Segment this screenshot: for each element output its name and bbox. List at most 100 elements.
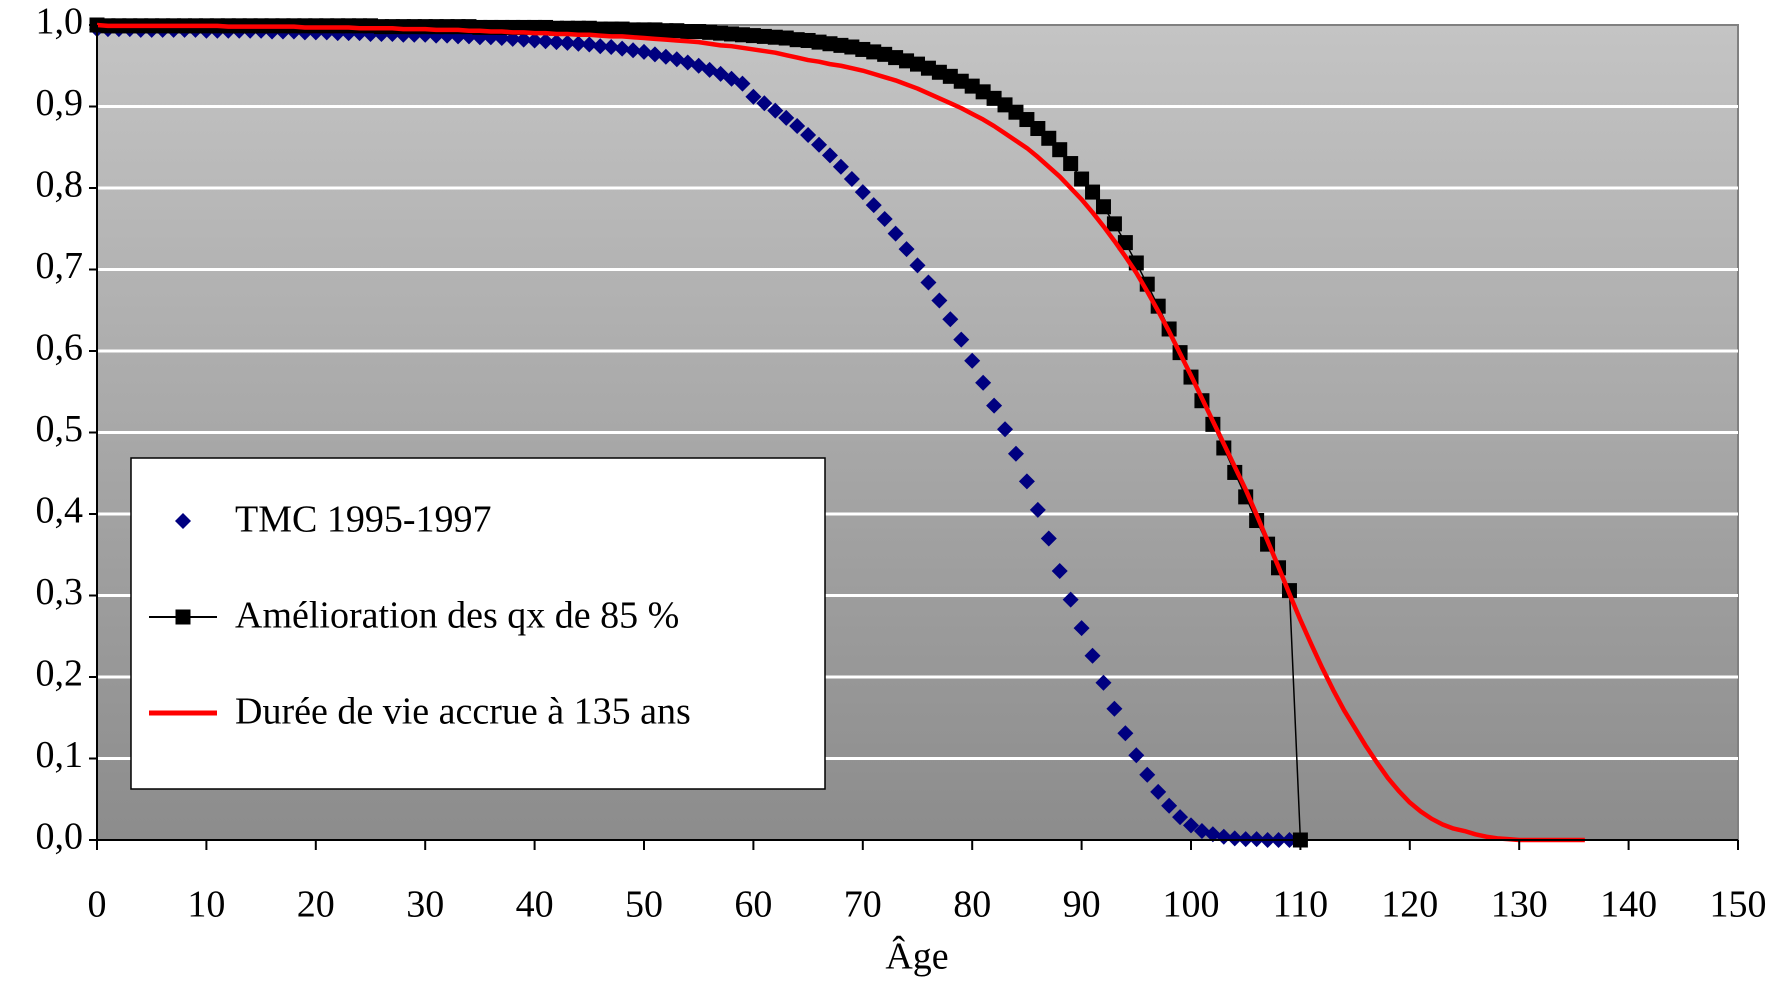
series-line xyxy=(96,22,1585,843)
diamond-marker xyxy=(636,43,652,60)
diamond-marker xyxy=(789,118,806,135)
diamond-marker xyxy=(646,46,663,63)
y-tick-label: 0,6 xyxy=(36,327,84,369)
diamond-marker xyxy=(953,331,970,348)
x-tick-label: 20 xyxy=(297,884,335,926)
x-tick-label: 130 xyxy=(1491,884,1548,926)
x-tick-label: 140 xyxy=(1600,884,1657,926)
diamond-marker xyxy=(581,36,598,53)
y-tick-label: 1,0 xyxy=(36,1,84,43)
x-tick-label: 0 xyxy=(88,884,107,926)
square-marker xyxy=(1106,216,1122,232)
diamond-marker xyxy=(975,374,992,391)
diamond-marker xyxy=(1062,591,1079,608)
square-marker xyxy=(1117,235,1133,251)
y-tick-label: 0,5 xyxy=(36,408,84,450)
square-marker xyxy=(1041,130,1057,146)
diamond-marker xyxy=(745,88,762,105)
diamond-marker xyxy=(175,513,191,529)
diamond-marker xyxy=(865,197,882,214)
diamond-marker xyxy=(1084,647,1101,664)
diamond-marker xyxy=(887,225,904,242)
diamond-marker xyxy=(570,35,587,52)
diamond-marker xyxy=(1040,530,1057,547)
diamond-marker xyxy=(1183,817,1199,834)
x-tick-label: 90 xyxy=(1063,884,1101,926)
diamond-marker xyxy=(931,292,948,309)
diamond-marker xyxy=(614,40,631,57)
diamond-marker xyxy=(537,33,554,50)
diamond-marker xyxy=(1150,783,1167,800)
diamond-marker xyxy=(964,352,981,369)
x-tick-label: 110 xyxy=(1273,884,1329,926)
x-tick-label: 60 xyxy=(734,884,772,926)
x-tick-label: 40 xyxy=(516,884,554,926)
diamond-marker xyxy=(821,147,838,164)
diamond-marker xyxy=(898,241,915,258)
square-marker xyxy=(1074,171,1090,187)
diamond-marker xyxy=(1226,830,1243,847)
diamond-marker xyxy=(515,31,532,48)
diamond-marker xyxy=(734,75,751,92)
diamond-marker xyxy=(471,29,488,46)
x-tick-label: 120 xyxy=(1381,884,1438,926)
diamond-marker xyxy=(428,27,445,44)
diamond-marker xyxy=(1139,766,1156,783)
diamond-marker xyxy=(526,32,543,49)
y-tick-label: 0,8 xyxy=(36,164,84,206)
x-tick-label: 10 xyxy=(187,884,225,926)
diamond-marker xyxy=(1128,747,1145,764)
square-marker xyxy=(1052,142,1068,158)
diamond-marker xyxy=(909,257,926,274)
diamond-marker xyxy=(1172,809,1189,826)
diamond-marker xyxy=(756,95,773,112)
diamond-marker xyxy=(854,184,871,201)
diamond-marker xyxy=(1073,620,1090,637)
diamond-marker xyxy=(1204,826,1221,843)
diamond-marker xyxy=(668,51,685,68)
diamond-marker xyxy=(843,171,860,188)
diamond-marker xyxy=(625,42,642,59)
square-marker xyxy=(1095,199,1111,215)
x-tick-label: 150 xyxy=(1710,884,1767,926)
x-tick-label: 50 xyxy=(625,884,663,926)
diamond-marker xyxy=(920,274,937,291)
diamond-marker xyxy=(986,397,1003,414)
diamond-marker xyxy=(1007,445,1024,462)
legend-label: Durée de vie accrue à 135 ans xyxy=(235,691,691,733)
diamond-marker xyxy=(548,34,565,51)
diamond-marker xyxy=(1117,725,1134,742)
diamond-marker xyxy=(800,127,817,144)
diamond-marker xyxy=(559,34,576,51)
legend-box xyxy=(130,457,826,790)
diamond-marker xyxy=(657,48,674,65)
x-tick-label: 100 xyxy=(1163,884,1220,926)
diamond-marker xyxy=(592,38,609,55)
diamond-marker xyxy=(811,136,828,153)
x-tick-label: 70 xyxy=(844,884,882,926)
diamond-marker xyxy=(1106,700,1123,717)
diamond-marker xyxy=(1095,674,1112,691)
diamond-marker xyxy=(778,109,795,126)
diamond-marker xyxy=(1029,501,1046,518)
diamond-marker xyxy=(1161,797,1178,814)
diamond-marker xyxy=(942,311,959,328)
x-tick-label: 80 xyxy=(953,884,991,926)
y-tick-label: 0,2 xyxy=(36,653,84,695)
square-marker xyxy=(1063,156,1079,172)
x-axis-label: Âge xyxy=(885,936,948,978)
diamond-marker xyxy=(1018,473,1035,490)
y-tick-label: 0,7 xyxy=(36,245,84,287)
square-marker xyxy=(1085,184,1101,200)
legend-label: TMC 1995-1997 xyxy=(235,499,492,541)
diamond-marker xyxy=(876,210,893,227)
x-tick-label: 30 xyxy=(406,884,444,926)
y-tick-label: 0,4 xyxy=(36,490,84,532)
y-tick-label: 0,9 xyxy=(36,82,84,124)
diamond-marker xyxy=(603,39,620,56)
square-marker xyxy=(175,609,191,625)
diamond-marker xyxy=(439,27,456,44)
diamond-marker xyxy=(997,421,1014,438)
y-tick-label: 0,1 xyxy=(36,734,84,776)
